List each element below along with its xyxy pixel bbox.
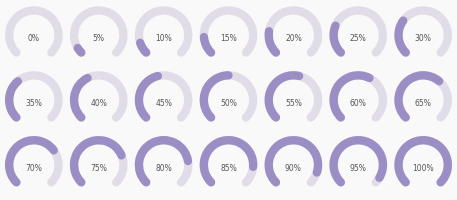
Text: 60%: 60% [350,99,367,108]
Text: 95%: 95% [350,164,367,173]
Text: 45%: 45% [155,99,172,108]
Text: 15%: 15% [220,34,237,43]
Text: 25%: 25% [350,34,367,43]
Text: 75%: 75% [90,164,107,173]
Text: 70%: 70% [26,164,42,173]
Text: 50%: 50% [220,99,237,108]
Text: 65%: 65% [415,99,431,108]
Text: 90%: 90% [285,164,302,173]
Text: 80%: 80% [155,164,172,173]
Text: 10%: 10% [155,34,172,43]
Text: 20%: 20% [285,34,302,43]
Text: 35%: 35% [26,99,42,108]
Text: 5%: 5% [93,34,105,43]
Text: 40%: 40% [90,99,107,108]
Text: 0%: 0% [28,34,40,43]
Text: 85%: 85% [220,164,237,173]
Text: 100%: 100% [412,164,434,173]
Text: 30%: 30% [415,34,431,43]
Text: 55%: 55% [285,99,302,108]
